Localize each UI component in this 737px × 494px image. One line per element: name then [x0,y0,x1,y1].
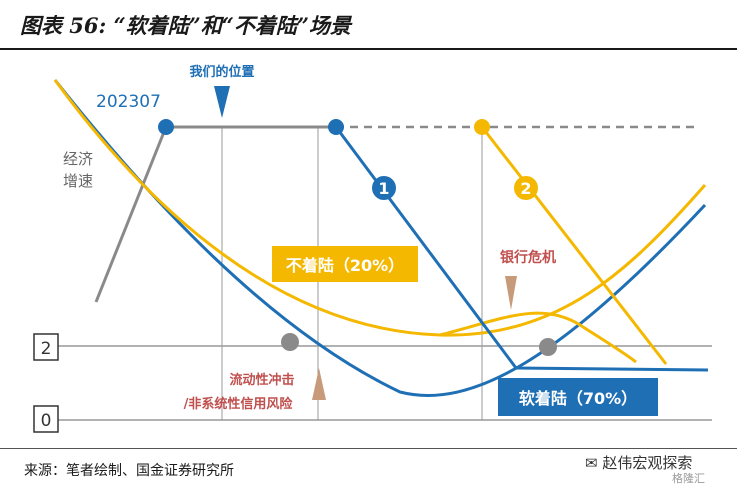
liquidity-shock-dot [281,333,299,351]
start-dot [158,119,174,135]
liquidity-shock-label-1: 流动性冲击 [229,372,294,388]
source-note: 来源：笔者绘制、国金证券研究所 [24,463,234,479]
bank-crisis-dot [539,338,557,356]
level-2-box [33,333,59,361]
marker-1-label: 1 [378,179,389,198]
soft-landing-label: 软着陆（70%） [519,389,637,408]
bank-crisis-arrow [505,276,517,310]
footer-divider [0,448,737,449]
wechat-icon: ✉ [585,454,598,472]
level-0-label: 0 [41,411,52,431]
date-label: 202307 [96,92,161,112]
growth-label-2: 增速 [63,172,93,190]
no-landing-curve [53,79,707,337]
path-1-start-dot [328,119,344,135]
liquidity-shock-label-2: /非系统性信用风险 [184,396,294,412]
liquidity-shock-arrow [312,368,326,400]
our-position-arrow [214,86,230,118]
marker-2-label: 2 [520,179,531,198]
title-divider [0,48,737,50]
path-1-line [334,126,709,372]
our-position-label: 我们的位置 [189,64,254,80]
marker-1-circle [372,176,396,200]
watermark-text: 赵伟宏观探索 [602,454,693,472]
path-2-line [480,126,668,365]
level-2-label: 2 [41,339,52,359]
growth-label-1: 经济 [63,150,93,168]
marker-2-circle [514,176,538,200]
no-landing-label: 不着陆（20%） [286,256,404,275]
watermark-sub: 格隆汇 [672,472,705,485]
no-landing-box [272,246,418,282]
watermark: ✉ 赵伟宏观探索 [585,452,692,473]
bank-crisis-label: 银行危机 [500,249,556,266]
path-2-start-dot [474,119,490,135]
soft-landing-box [498,378,658,416]
level-0-box [33,405,59,433]
page-title: 图表 56: “软着陆”和“不着陆”场景 [20,13,351,38]
